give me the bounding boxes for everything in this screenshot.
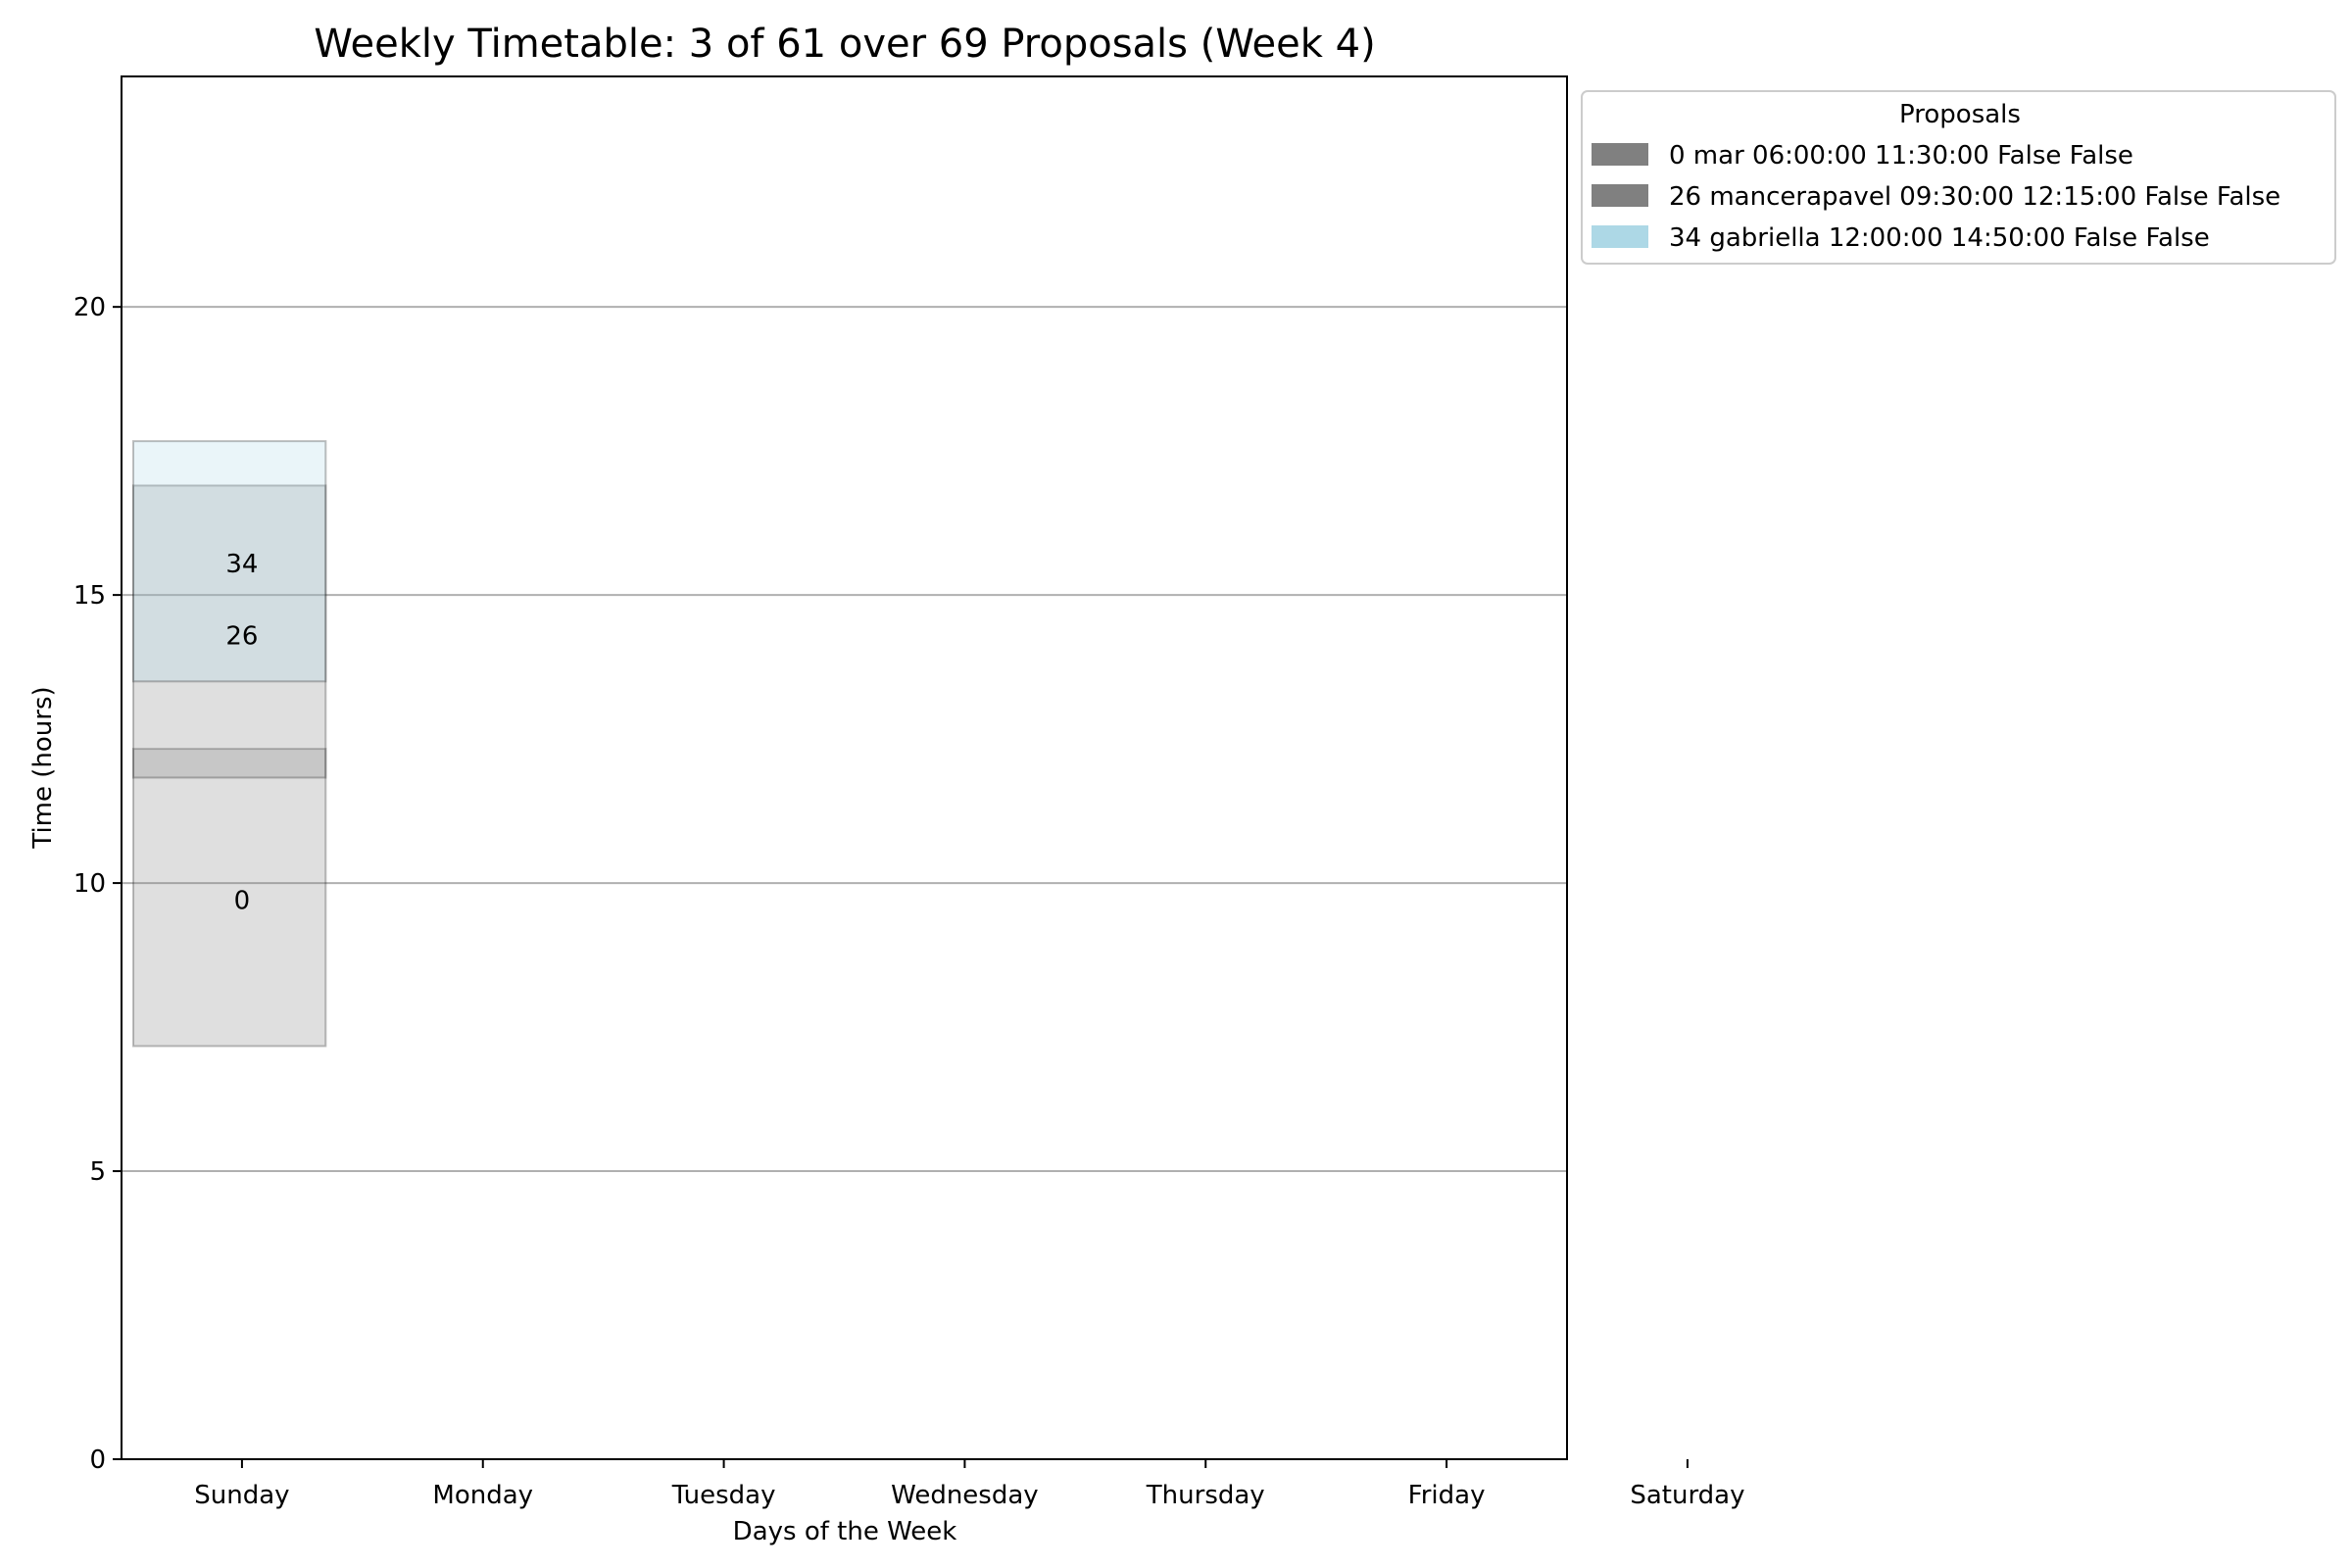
y-axis-label: Time (hours) bbox=[28, 686, 58, 849]
legend-frame bbox=[1581, 90, 2336, 265]
x-tick-label: Wednesday bbox=[891, 1481, 1039, 1510]
x-axis-label: Days of the Week bbox=[733, 1517, 957, 1546]
block-label: 34 bbox=[225, 550, 258, 579]
legend-entries: 0 mar 06:00:00 11:30:00 False False 26 ma… bbox=[1592, 141, 2280, 253]
legend-swatch bbox=[1592, 184, 1648, 207]
grid-lines bbox=[122, 306, 1567, 1173]
block-label: 26 bbox=[225, 621, 258, 651]
block-labels: 34 26 0 bbox=[225, 550, 258, 916]
x-tick-label: Tuesday bbox=[671, 1481, 776, 1510]
proposal-block-34 bbox=[132, 440, 327, 683]
legend-swatch bbox=[1592, 225, 1648, 248]
legend-entry-label: 34 gabriella 12:00:00 14:50:00 False Fal… bbox=[1669, 223, 2210, 253]
proposal-block-26 bbox=[132, 484, 327, 779]
y-tick-label: 20 bbox=[74, 293, 106, 322]
proposal-block-0 bbox=[132, 748, 327, 1048]
plot-frame bbox=[121, 75, 1568, 1460]
x-tick-label: Sunday bbox=[194, 1481, 289, 1510]
legend-entry-label: 26 mancerapavel 09:30:00 12:15:00 False … bbox=[1669, 182, 2280, 212]
legend-title: Proposals bbox=[1899, 100, 2021, 129]
x-tick-label: Monday bbox=[432, 1481, 533, 1510]
legend-swatch bbox=[1592, 143, 1648, 166]
legend: Proposals 0 mar 06:00:00 11:30:00 False … bbox=[1581, 90, 2336, 265]
block-label: 0 bbox=[234, 887, 251, 916]
y-tick-label: 5 bbox=[89, 1157, 106, 1187]
x-tick-label: Saturday bbox=[1630, 1481, 1744, 1510]
y-axis-ticks: 0 5 10 15 20 bbox=[74, 293, 122, 1475]
x-tick-label: Thursday bbox=[1146, 1481, 1265, 1510]
y-tick-label: 0 bbox=[89, 1446, 106, 1475]
y-tick-label: 15 bbox=[74, 581, 106, 611]
legend-entry-label: 0 mar 06:00:00 11:30:00 False False bbox=[1669, 141, 2133, 171]
chart-title: Weekly Timetable: 3 of 61 over 69 Propos… bbox=[314, 22, 1375, 67]
x-axis-ticks: Sunday Monday Tuesday Wednesday Thursday Frid… bbox=[194, 1459, 1745, 1510]
proposal-blocks bbox=[132, 440, 327, 1048]
x-tick-label: Friday bbox=[1408, 1481, 1486, 1510]
y-tick-label: 10 bbox=[74, 869, 106, 899]
